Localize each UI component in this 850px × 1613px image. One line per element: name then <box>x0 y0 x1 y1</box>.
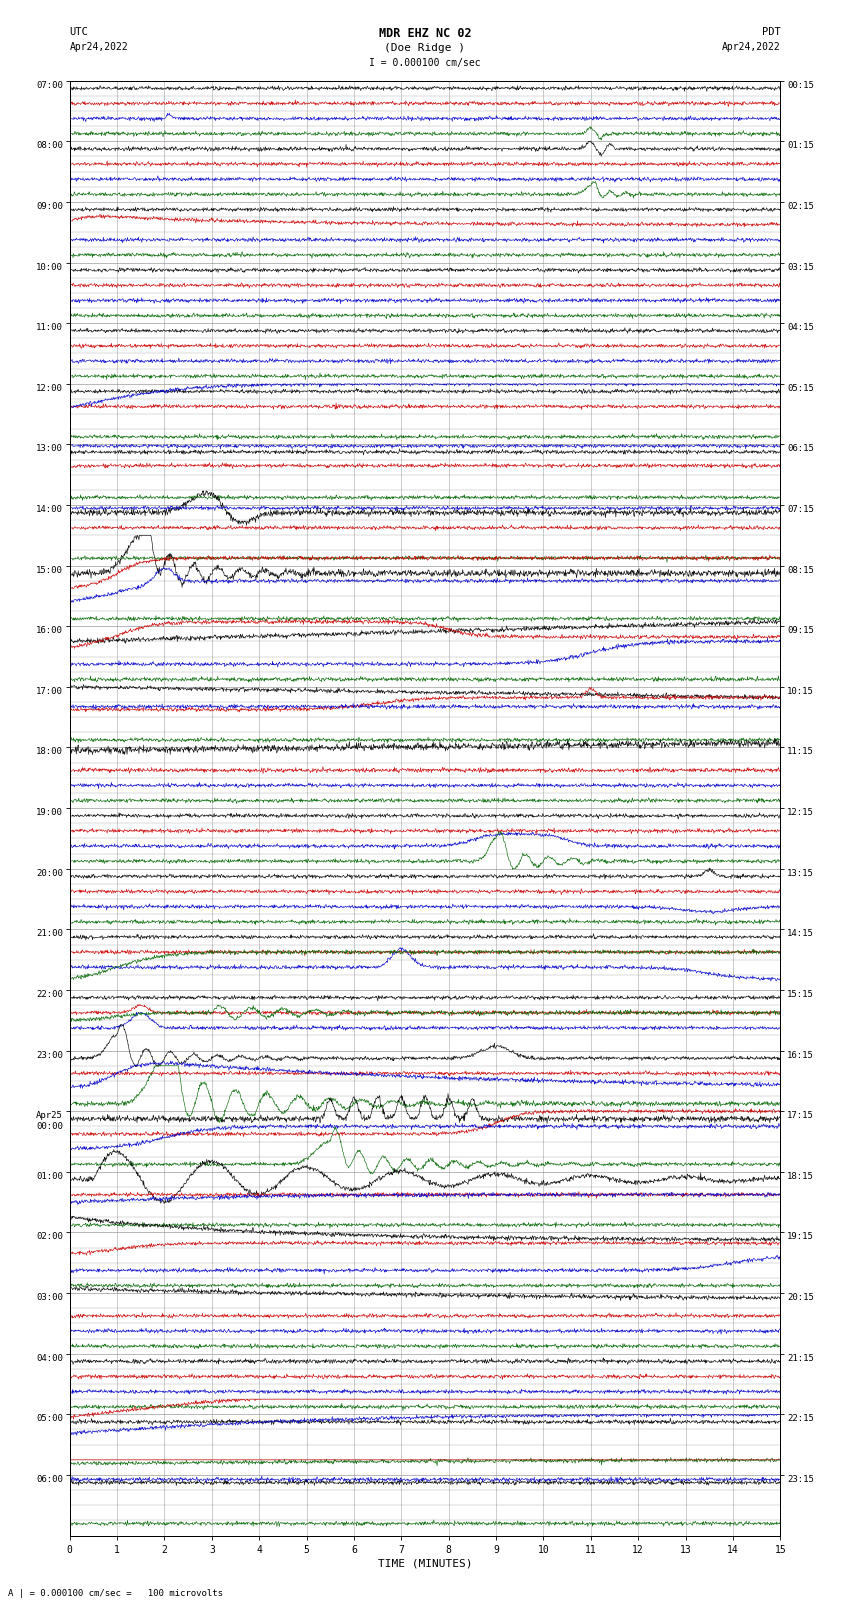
Text: MDR EHZ NC 02: MDR EHZ NC 02 <box>379 27 471 40</box>
Text: I = 0.000100 cm/sec: I = 0.000100 cm/sec <box>369 58 481 68</box>
Text: Apr24,2022: Apr24,2022 <box>70 42 128 52</box>
Text: PDT: PDT <box>762 27 780 37</box>
Text: (Doe Ridge ): (Doe Ridge ) <box>384 44 466 53</box>
Text: A | = 0.000100 cm/sec =   100 microvolts: A | = 0.000100 cm/sec = 100 microvolts <box>8 1589 224 1598</box>
Text: UTC: UTC <box>70 27 88 37</box>
X-axis label: TIME (MINUTES): TIME (MINUTES) <box>377 1558 473 1569</box>
Text: Apr24,2022: Apr24,2022 <box>722 42 780 52</box>
